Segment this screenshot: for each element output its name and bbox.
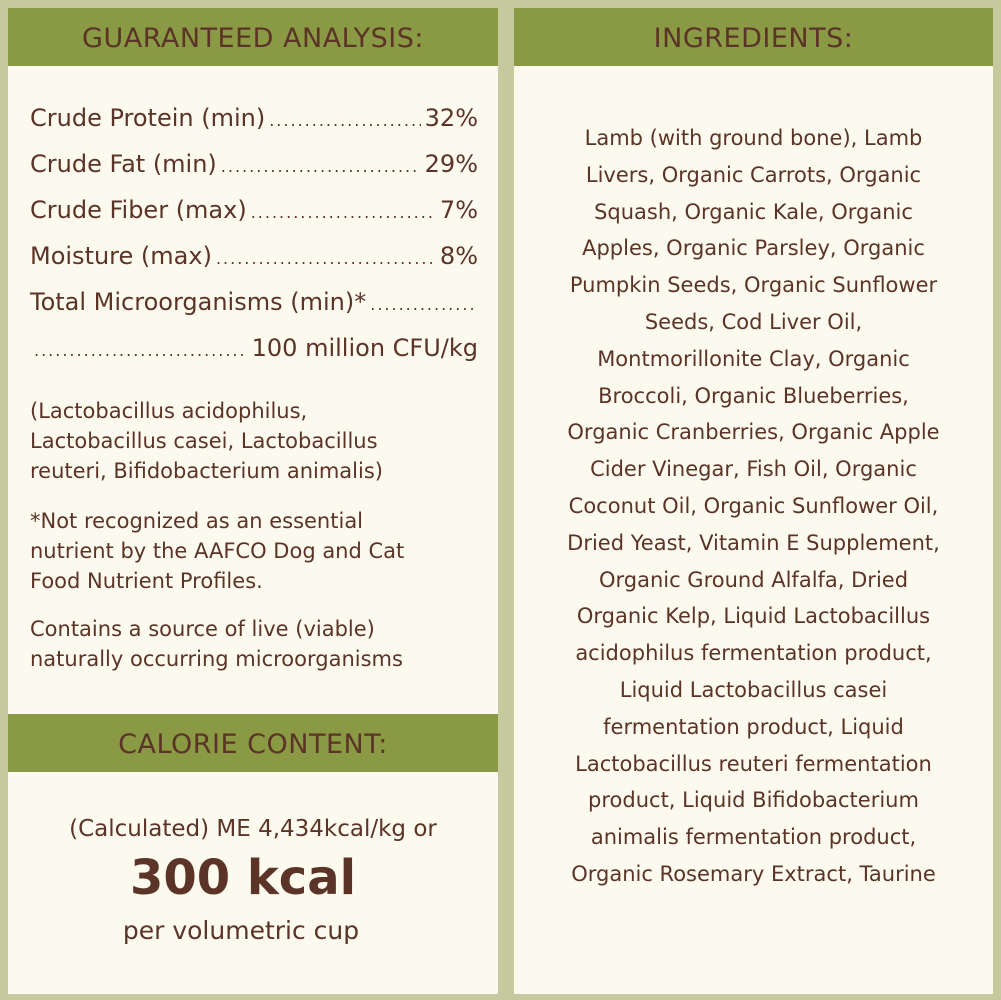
analysis-row: Crude Fiber (max) 7% [30,196,478,224]
analysis-label: Moisture (max) [30,242,212,270]
text-line: Lactobacillus casei, Lactobacillus [30,429,378,453]
ingredient-line: Dried Yeast, Vitamin E Supplement, [567,530,940,555]
calorie-unit-line: per volumetric cup [122,916,360,945]
analysis-row: Crude Protein (min) 32% [30,104,478,132]
ingredient-line: acidophilus fermentation product, [575,641,932,666]
ingredient-line: Organic Rosemary Extract, Taurine [571,861,936,886]
guaranteed-analysis-panel: GUARANTEED ANALYSIS: Crude Protein (min)… [8,8,498,994]
aafco-footnote: *Not recognized as an essential nutrient… [30,506,500,596]
analysis-label: Crude Protein (min) [30,104,266,132]
ingredient-line: Liquid Lactobacillus casei [619,677,888,702]
text-line: reuteri, Bifidobacterium animalis) [30,459,383,483]
analysis-value: 32% [424,104,478,132]
ingredient-line: Lactobacillus reuteri fermentation [575,751,932,776]
analysis-value: 100 million CFU/kg [251,334,478,362]
ingredient-line: Coconut Oil, Organic Sunflower Oil, [568,493,939,518]
analysis-value: 29% [424,150,478,178]
analysis-label: Crude Fat (min) [30,150,217,178]
text-line: *Not recognized as an essential [30,509,364,533]
ingredient-line: Organic Kelp, Liquid Lactobacillus [576,604,931,629]
ingredient-line: animalis fermentation product, [590,825,917,850]
ingredient-line: Apples, Organic Parsley, Organic [582,236,925,261]
calorie-kcal-per-cup: 300 kcal [129,850,357,906]
ingredient-line: Squash, Organic Kale, Organic [594,199,913,224]
ingredient-line: product, Liquid Bifidobacterium [588,788,919,813]
analysis-row: Moisture (max) 8% [30,242,478,270]
ingredients-header: INGREDIENTS: [514,8,993,66]
ingredients-panel: INGREDIENTS: Lamb (with ground bone), La… [514,8,993,994]
ingredient-line: fermentation product, Liquid [603,714,904,739]
ingredient-line: Broccoli, Organic Blueberries, [598,383,909,408]
ingredient-line: Pumpkin Seeds, Organic Sunflower [569,273,938,298]
ingredient-line: Livers, Organic Carrots, Organic [585,162,922,187]
ingredients-list: Lamb (with ground bone), Lamb Livers, Org… [514,120,993,893]
ingredient-line: Montmorillonite Clay, Organic [597,346,910,371]
live-microorganisms-note: Contains a source of live (viable) natur… [30,614,500,674]
ingredient-line: Organic Cranberries, Organic Apple [567,420,940,445]
analysis-value: 8% [439,242,478,270]
text-line: nutrient by the AAFCO Dog and Cat [30,539,405,563]
strains-note: (Lactobacillus acidophilus, Lactobacillu… [30,396,500,486]
ingredient-line: Lamb (with ground bone), Lamb [584,126,923,150]
text-line: (Lactobacillus acidophilus, [30,399,308,423]
analysis-row: Crude Fat (min) 29% [30,150,478,178]
text-line: Contains a source of live (viable) [30,617,375,641]
analysis-row: 100 million CFU/kg [30,334,478,362]
guaranteed-analysis-header: GUARANTEED ANALYSIS: [8,8,498,66]
calorie-content-header: CALORIE CONTENT: [8,714,498,772]
ingredient-line: Seeds, Cod Liver Oil, [644,309,863,334]
calorie-me-line: (Calculated) ME 4,434kcal/kg or [69,816,437,842]
text-line: naturally occurring microorganisms [30,647,403,671]
ingredient-line: Organic Ground Alfalfa, Dried [598,567,909,592]
analysis-row: Total Microorganisms (min)* [30,288,478,316]
text-line: Food Nutrient Profiles. [30,569,263,593]
analysis-label: Total Microorganisms (min)* [30,288,367,316]
analysis-value: 7% [439,196,478,224]
analysis-label: Crude Fiber (max) [30,196,247,224]
ingredient-line: Cider Vinegar, Fish Oil, Organic [590,457,917,482]
